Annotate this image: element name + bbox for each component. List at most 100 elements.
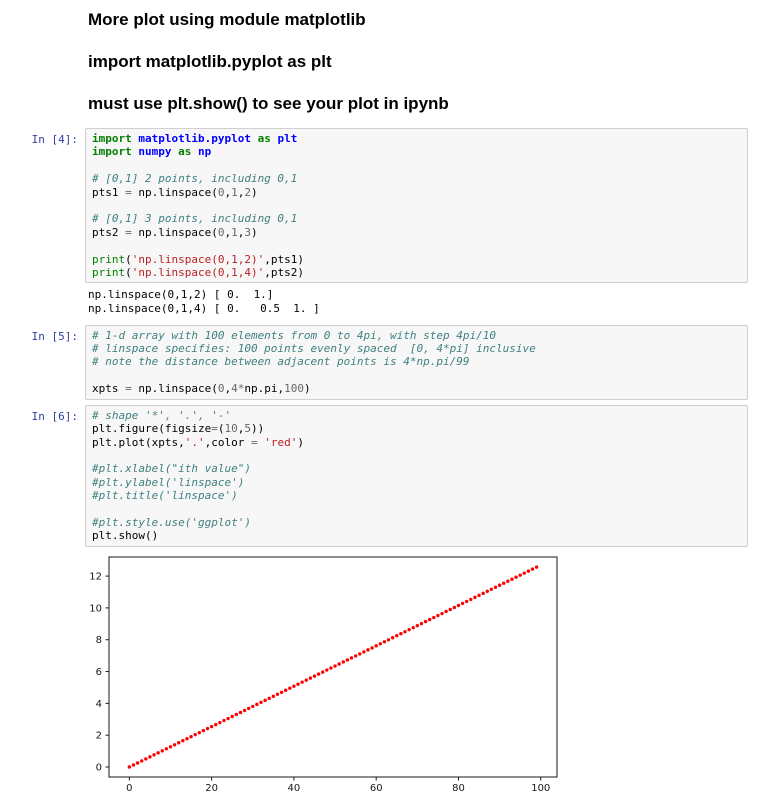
data-point [432, 615, 436, 620]
y-tick-label: 12 [89, 571, 102, 582]
data-point [222, 718, 226, 722]
data-point [444, 609, 448, 613]
data-point [172, 742, 177, 747]
input-prompt: In [4]: [31, 133, 78, 146]
data-point [411, 625, 415, 630]
data-point [460, 601, 465, 605]
x-tick-label: 20 [205, 783, 218, 794]
data-point [358, 651, 362, 656]
data-point [469, 597, 473, 601]
code-text: import matplotlib.pyplot as plt import n… [92, 132, 304, 280]
code-cell-4: In [4]: import matplotlib.pyplot as plt i… [0, 128, 784, 320]
data-point [152, 752, 156, 757]
data-point [189, 734, 193, 739]
data-point [259, 700, 263, 704]
data-point [419, 621, 424, 626]
x-tick-label: 40 [288, 783, 301, 794]
x-tick-label: 100 [531, 783, 550, 794]
data-point [164, 746, 169, 751]
data-point [321, 670, 325, 674]
data-point [296, 682, 300, 686]
data-point [263, 698, 267, 702]
data-point [160, 748, 164, 753]
input-row-cell-5: In [5]: # 1-d array with 100 elements fro… [0, 324, 784, 400]
scatter-series-red-dots [127, 565, 539, 769]
x-tick-label: 80 [452, 783, 465, 794]
data-point [481, 591, 485, 595]
data-point [362, 649, 366, 654]
data-point [473, 595, 477, 599]
data-point [366, 647, 370, 652]
data-point [448, 607, 452, 611]
data-point [292, 684, 296, 688]
data-point [399, 631, 403, 636]
data-point [205, 726, 210, 731]
data-point [144, 756, 148, 761]
data-point [242, 708, 247, 712]
data-point [251, 704, 255, 708]
data-point [127, 765, 132, 769]
data-point [530, 567, 535, 571]
axes-frame [108, 556, 558, 778]
data-point [267, 696, 271, 700]
data-point [370, 645, 374, 650]
data-point [436, 613, 440, 617]
data-point [506, 579, 510, 583]
code-input-editor[interactable]: import matplotlib.pyplot as plt import n… [85, 128, 748, 284]
code-cells-container: In [4]: import matplotlib.pyplot as plt i… [0, 128, 784, 803]
matplotlib-figure: 0 20 40 60 80 100 0 2 4 6 8 10 12 [89, 556, 558, 794]
data-point [316, 672, 321, 676]
data-point [255, 702, 259, 706]
data-point [514, 575, 518, 579]
y-tick-label: 8 [96, 635, 102, 646]
heading-import: import matplotlib.pyplot as plt [88, 52, 332, 71]
data-point [325, 668, 329, 672]
data-point [197, 730, 201, 735]
y-tick-label: 0 [96, 762, 102, 773]
code-cell-5: In [5]: # 1-d array with 100 elements fro… [0, 324, 784, 400]
data-point [423, 619, 428, 624]
data-point [185, 736, 189, 741]
data-point [177, 740, 181, 745]
data-point [271, 694, 276, 698]
data-point [526, 569, 531, 573]
data-point [510, 577, 514, 581]
data-point [168, 744, 173, 749]
data-point [218, 720, 222, 725]
y-tick-label: 2 [96, 730, 102, 741]
data-point [246, 706, 251, 710]
heading-must-use: must use plt.show() to see your plot in … [88, 94, 449, 113]
data-point [300, 680, 304, 684]
data-point [135, 760, 140, 765]
data-point [440, 611, 444, 615]
data-point [407, 627, 411, 632]
data-point [308, 676, 313, 680]
data-point [329, 666, 333, 670]
data-point [386, 637, 391, 642]
data-point [230, 714, 234, 718]
data-point [140, 758, 144, 763]
data-point [477, 593, 481, 597]
input-row-cell-6: In [6]: # shape '*', '.', '-' plt.figure(… [0, 404, 784, 547]
data-point [378, 641, 383, 646]
data-point [456, 603, 461, 607]
data-point [193, 732, 197, 737]
code-input-editor[interactable]: # 1-d array with 100 elements from 0 to … [85, 324, 748, 400]
markdown-cell-headers[interactable]: More plot using module matplotlib import… [88, 10, 784, 114]
data-point [522, 571, 526, 575]
x-tick-label: 60 [370, 783, 383, 794]
data-point [214, 722, 218, 727]
data-point [390, 635, 395, 640]
code-cell-6: In [6]: # shape '*', '.', '-' plt.figure(… [0, 404, 784, 803]
cell-output-stream: np.linspace(0,1,2) [ 0. 1.] np.linspace(… [85, 283, 784, 319]
data-point [234, 712, 239, 716]
code-input-editor[interactable]: # shape '*', '.', '-' plt.figure(figsize… [85, 404, 748, 547]
heading-more-plot: More plot using module matplotlib [88, 10, 366, 29]
data-point [485, 589, 489, 593]
data-point [283, 688, 288, 692]
data-point [345, 658, 350, 662]
cell-output-figure: 0 20 40 60 80 100 0 2 4 6 8 10 12 [85, 547, 784, 803]
data-point [238, 710, 243, 714]
data-point [403, 629, 407, 634]
